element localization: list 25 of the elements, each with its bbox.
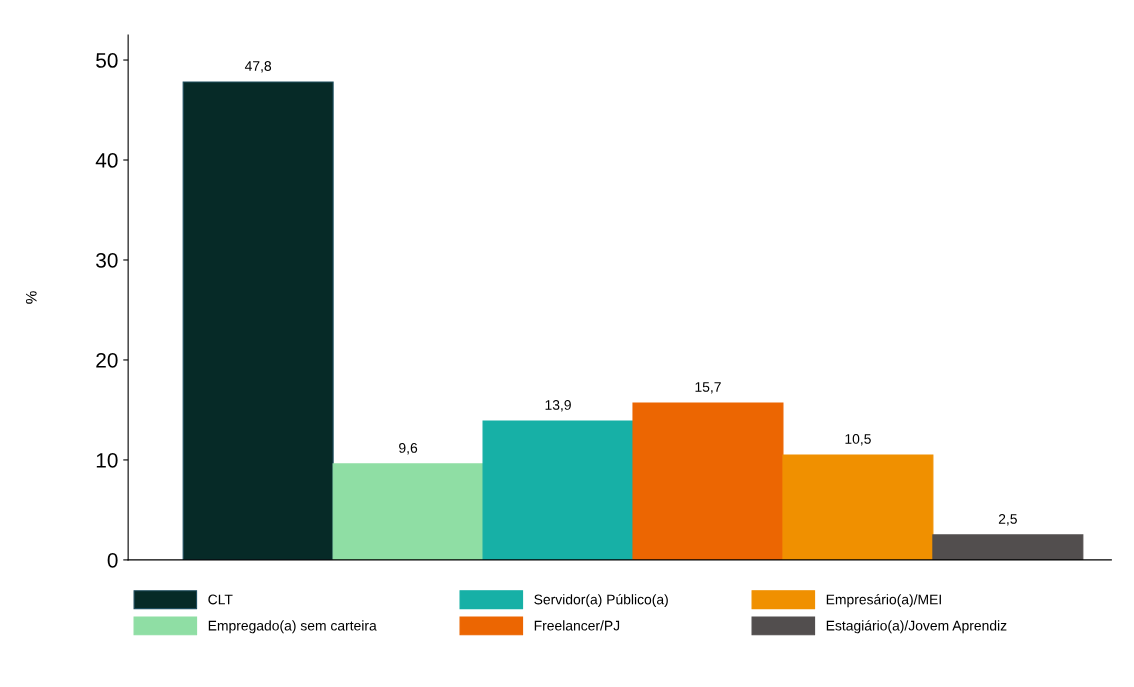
bar	[182, 81, 334, 560]
bar	[632, 402, 784, 560]
y-tick-label: 20	[96, 352, 118, 368]
legend-label: Freelancer/PJ	[534, 620, 620, 631]
legend-label: CLT	[208, 594, 233, 605]
data-label: 2,5	[998, 514, 1017, 526]
data-label: 9,6	[399, 443, 418, 455]
bar	[782, 454, 934, 560]
bar	[332, 463, 484, 560]
data-label: 13,9	[545, 400, 571, 412]
data-label: 47,8	[244, 61, 272, 73]
legend-label: Estagiário(a)/Jovem Aprendiz	[826, 620, 1007, 634]
data-label: 10,5	[845, 434, 871, 446]
y-tick-label: 10	[96, 452, 118, 468]
data-label: 15,7	[695, 382, 721, 394]
legend-label: Servidor(a) Público(a)	[534, 594, 668, 608]
y-tick-label: 50	[96, 53, 118, 68]
legend-label: Empresário(a)/MEI	[826, 594, 941, 608]
bar	[932, 534, 1084, 560]
legend-label: Empregado(a) sem carteira	[208, 620, 377, 634]
y-tick-label: 40	[95, 153, 118, 168]
bar	[482, 420, 634, 560]
y-tick-label: 30	[96, 252, 118, 268]
y-axis-title: %	[25, 291, 37, 304]
y-tick-label: 0	[107, 552, 118, 568]
